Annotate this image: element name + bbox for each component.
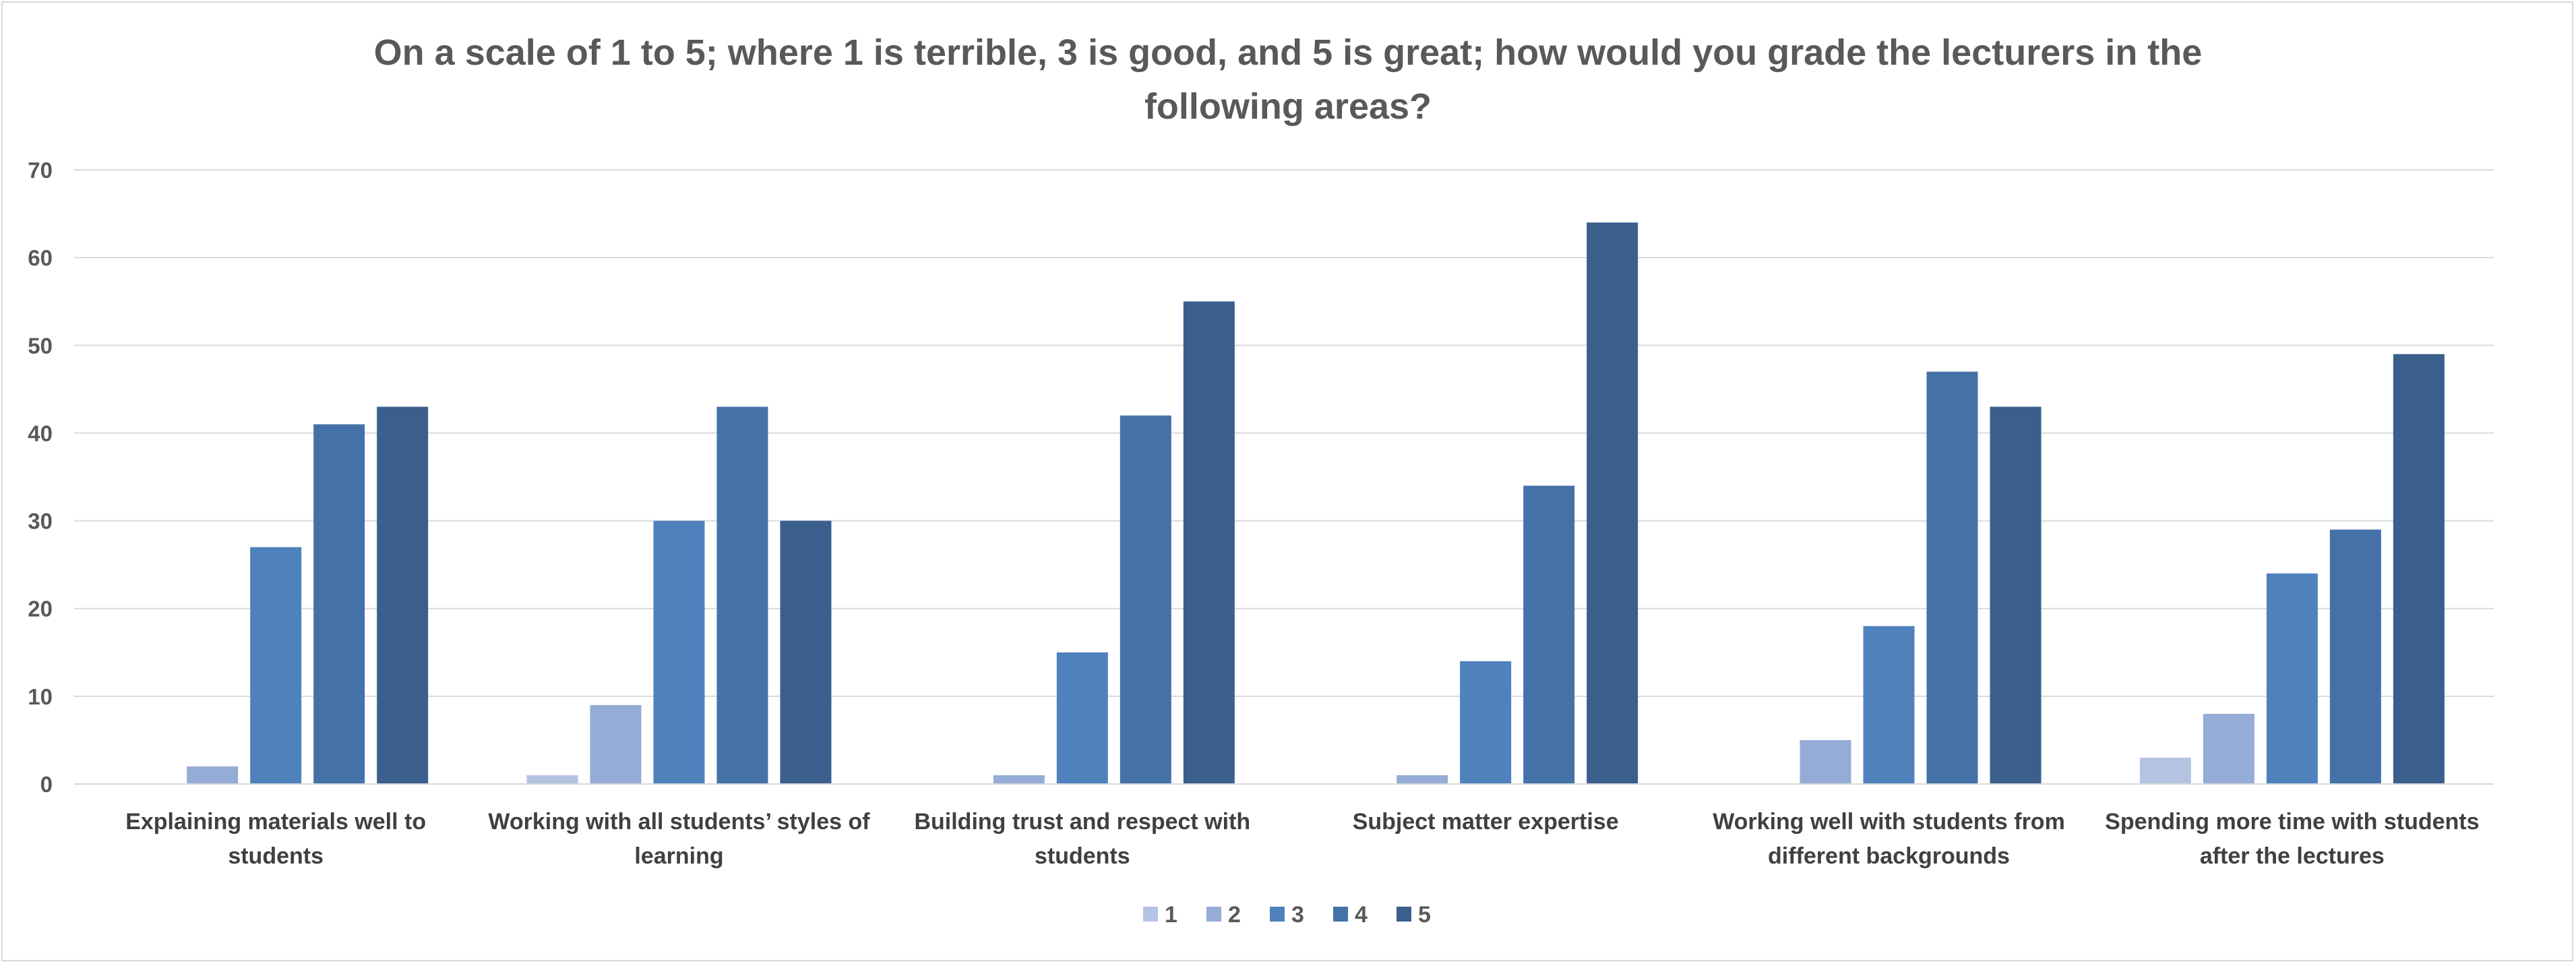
legend-label: 5 [1418, 902, 1431, 928]
bar [1460, 661, 1512, 784]
bar [1800, 740, 1851, 784]
category-label: students [228, 843, 324, 869]
y-tick-label: 0 [40, 772, 53, 797]
legend-label: 2 [1228, 902, 1241, 928]
y-tick-label: 30 [28, 509, 53, 534]
bar [187, 766, 239, 784]
bar [1990, 406, 2042, 784]
y-tick-label: 10 [28, 684, 53, 709]
bar [716, 406, 768, 784]
category-label: different backgrounds [1768, 843, 2010, 869]
bar [780, 520, 832, 784]
bar [653, 520, 705, 784]
category-label: Working well with students from [1713, 809, 2065, 835]
category-label: Building trust and respect with [914, 809, 1250, 835]
gridlines [74, 169, 2494, 697]
category-label: learning [634, 843, 723, 869]
bar [313, 424, 365, 784]
category-label: after the lectures [2200, 843, 2385, 869]
legend-item: 1 [1143, 902, 1177, 928]
y-tick-label: 20 [28, 597, 53, 622]
legend-swatch [1206, 907, 1221, 922]
category-label: Explaining materials well to [125, 809, 426, 835]
y-tick-label: 50 [28, 333, 53, 358]
legend-swatch [1270, 907, 1285, 922]
legend-label: 3 [1291, 902, 1304, 928]
bar [993, 775, 1045, 784]
bar [377, 406, 429, 784]
category-label: Working with all students’ styles of [488, 809, 870, 835]
category-label: Spending more time with students [2105, 809, 2479, 835]
bar [250, 547, 302, 784]
chart-title: On a scale of 1 to 5; where 1 is terribl… [373, 32, 2203, 127]
bar [590, 704, 642, 784]
bars [187, 222, 2445, 785]
bar [2203, 713, 2255, 784]
legend-label: 4 [1355, 902, 1368, 928]
legend-item: 2 [1206, 902, 1241, 928]
bar [2393, 354, 2445, 784]
legend-swatch [1397, 907, 1411, 922]
bar [2139, 757, 2191, 784]
bar [1587, 222, 1638, 785]
bar [1183, 301, 1235, 784]
bar [1523, 485, 1575, 784]
legend-swatch [1333, 907, 1348, 922]
legend-label: 1 [1165, 902, 1177, 928]
bar [526, 775, 578, 784]
y-tick-label: 60 [28, 245, 53, 270]
legend-swatch [1143, 907, 1158, 922]
y-tick-label: 70 [28, 158, 53, 183]
legend-item: 5 [1397, 902, 1431, 928]
bar [1863, 626, 1915, 784]
bar [1926, 371, 1978, 784]
bar [2266, 573, 2318, 784]
category-label: Subject matter expertise [1353, 809, 1619, 835]
legend-item: 3 [1270, 902, 1304, 928]
bar [1397, 775, 1448, 784]
bar [2329, 529, 2381, 784]
category-label: students [1035, 843, 1130, 869]
bar [1056, 652, 1108, 784]
x-axis-categories: Explaining materials well to students Work… [125, 809, 2479, 869]
y-tick-label: 40 [28, 421, 53, 446]
legend: 1 2 3 4 5 [1143, 902, 1431, 928]
y-axis-ticks: 0 10 20 30 40 50 60 70 [28, 158, 53, 797]
legend-item: 4 [1333, 902, 1368, 928]
bar [1120, 415, 1171, 784]
